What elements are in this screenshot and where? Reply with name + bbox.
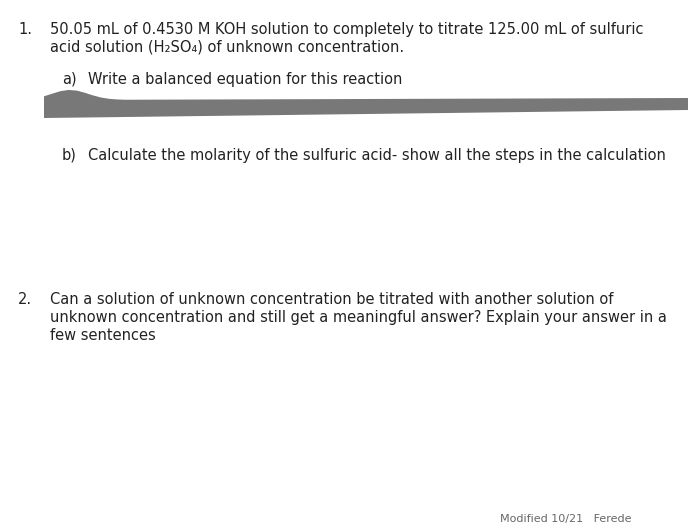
Polygon shape bbox=[44, 90, 688, 118]
Text: b): b) bbox=[62, 148, 77, 163]
Text: 50.05 mL of 0.4530 M KOH solution to completely to titrate 125.00 mL of sulfuric: 50.05 mL of 0.4530 M KOH solution to com… bbox=[50, 22, 644, 37]
Text: few sentences: few sentences bbox=[50, 328, 156, 343]
Text: Calculate the molarity of the sulfuric acid- show all the steps in the calculati: Calculate the molarity of the sulfuric a… bbox=[88, 148, 666, 163]
Text: unknown concentration and still get a meaningful answer? Explain your answer in : unknown concentration and still get a me… bbox=[50, 310, 667, 325]
Text: acid solution (H₂SO₄) of unknown concentration.: acid solution (H₂SO₄) of unknown concent… bbox=[50, 40, 404, 55]
Text: Can a solution of unknown concentration be titrated with another solution of: Can a solution of unknown concentration … bbox=[50, 292, 613, 307]
Text: Write a balanced equation for this reaction: Write a balanced equation for this react… bbox=[88, 72, 402, 87]
Text: 2.: 2. bbox=[18, 292, 32, 307]
Text: 1.: 1. bbox=[18, 22, 32, 37]
Text: Modified 10/21   Ferede: Modified 10/21 Ferede bbox=[500, 514, 631, 524]
Text: a): a) bbox=[62, 72, 77, 87]
